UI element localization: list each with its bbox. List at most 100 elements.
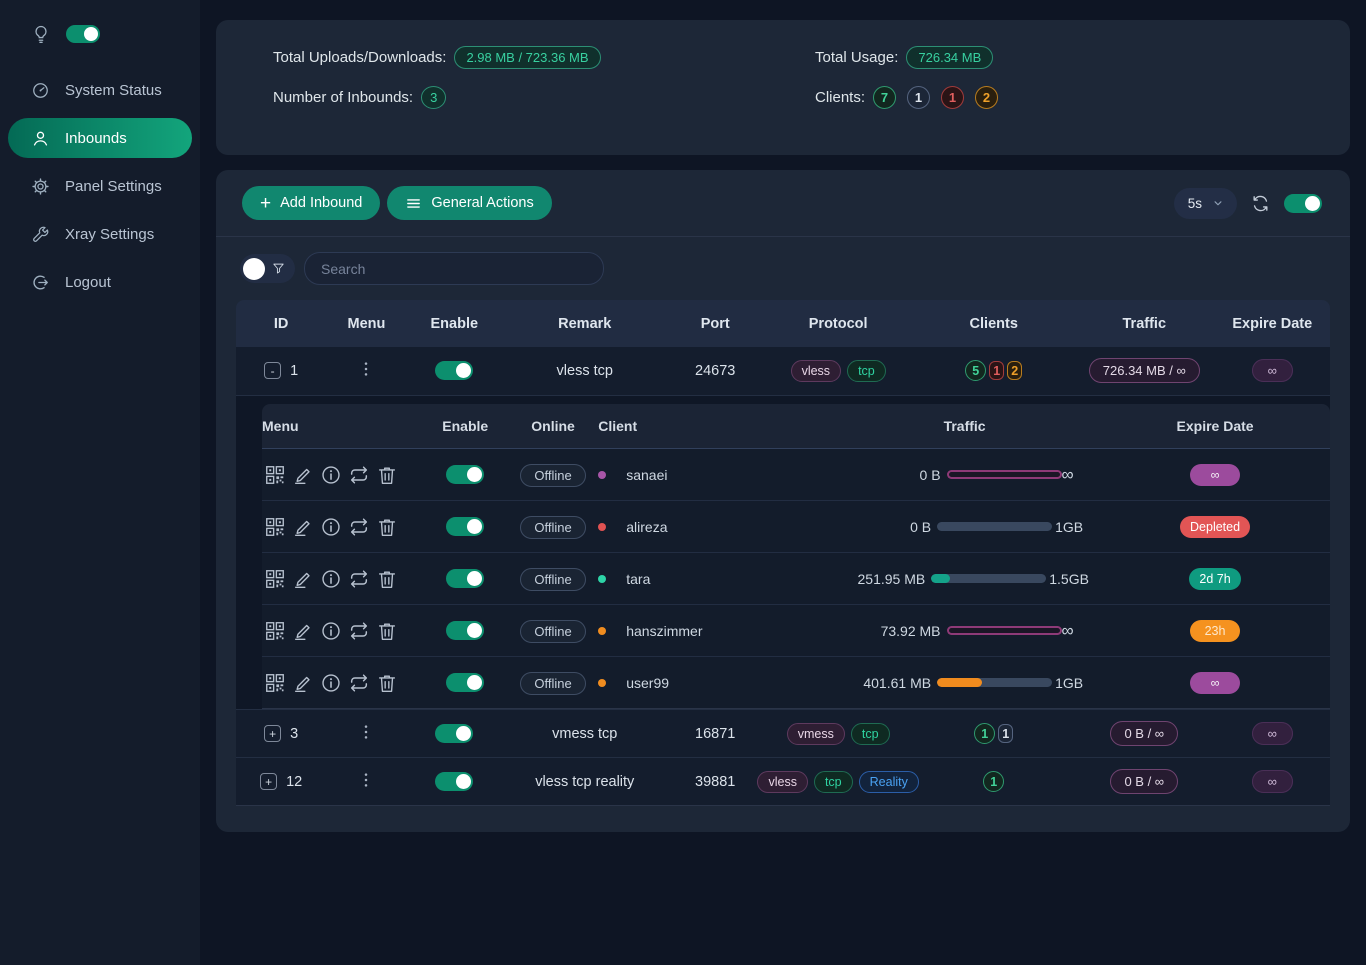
client-expire-badge: 2d 7h	[1189, 567, 1241, 590]
clients-label: Clients:	[815, 88, 866, 106]
column-header-remark: Remark	[501, 300, 668, 347]
search-input[interactable]	[304, 252, 604, 285]
edit-icon[interactable]	[292, 672, 314, 694]
column-header-port: Port	[667, 300, 763, 347]
traffic-limit: 1.5GB	[1049, 570, 1089, 587]
client-column-client: Client	[598, 403, 830, 449]
client-count-badge: 1	[998, 724, 1014, 743]
row-menu-button[interactable]	[356, 770, 376, 790]
client-expire-badge: 23h	[1190, 619, 1241, 642]
row-menu-button[interactable]	[356, 359, 376, 379]
expand-row-button[interactable]: +	[264, 725, 282, 742]
edit-icon[interactable]	[292, 568, 314, 590]
online-status-badge: Offline	[520, 463, 586, 487]
toolbar: + Add Inbound General Actions 5s	[216, 170, 1350, 237]
inbound-expire-badge: ∞	[1251, 358, 1293, 382]
client-name: tara	[626, 570, 651, 587]
delete-icon[interactable]	[376, 620, 398, 642]
reset-traffic-icon[interactable]	[348, 516, 370, 538]
client-color-dot	[598, 626, 607, 635]
clients-table: Menu Enable Online Client Traffic Expire…	[262, 403, 1330, 709]
sidebar-item-system-status[interactable]: System Status	[0, 70, 200, 110]
client-enable-toggle[interactable]	[446, 569, 485, 588]
add-inbound-button[interactable]: + Add Inbound	[242, 186, 381, 220]
reset-traffic-icon[interactable]	[348, 672, 370, 694]
client-name: alireza	[626, 518, 668, 535]
inbound-port: 24673	[667, 347, 763, 395]
inbound-remark: vless tcp reality	[501, 757, 668, 806]
reset-traffic-icon[interactable]	[348, 464, 370, 486]
info-icon[interactable]	[320, 464, 342, 486]
lightbulb-icon	[31, 24, 51, 44]
client-row: Offline user99 401.61 MB 1GB	[262, 656, 1330, 709]
protocol-badge: vmess	[786, 722, 845, 745]
inbound-enable-toggle[interactable]	[435, 772, 474, 791]
info-icon[interactable]	[320, 672, 342, 694]
inbound-expire-badge: ∞	[1251, 769, 1293, 793]
edit-icon[interactable]	[292, 620, 314, 642]
qrcode-icon[interactable]	[264, 620, 286, 642]
reset-traffic-icon[interactable]	[348, 568, 370, 590]
inbound-row-12: + 12 vless tcp reality 39881 vless tcp R…	[236, 757, 1330, 806]
qrcode-icon[interactable]	[264, 568, 286, 590]
client-color-dot	[598, 678, 607, 687]
client-enable-toggle[interactable]	[446, 465, 485, 484]
client-count-badge: 2	[1007, 361, 1023, 381]
search-row	[216, 237, 1350, 300]
delete-icon[interactable]	[376, 516, 398, 538]
qrcode-icon[interactable]	[264, 672, 286, 694]
sidebar-item-xray-settings[interactable]: Xray Settings	[0, 214, 200, 254]
sidebar-item-inbounds[interactable]: Inbounds	[8, 118, 192, 158]
sidebar-item-logout[interactable]: Logout	[0, 262, 200, 302]
info-icon[interactable]	[320, 516, 342, 538]
qrcode-icon[interactable]	[264, 516, 286, 538]
sidebar-item-label: Xray Settings	[65, 225, 155, 243]
inbound-traffic-badge: 726.34 MB / ∞	[1088, 357, 1200, 383]
traffic-used: 401.61 MB	[863, 674, 932, 691]
client-column-online: Online	[507, 403, 599, 449]
info-icon[interactable]	[320, 620, 342, 642]
refresh-interval-select[interactable]: 5s	[1173, 187, 1237, 219]
sidebar-item-panel-settings[interactable]: Panel Settings	[0, 166, 200, 206]
inbound-enable-toggle[interactable]	[435, 361, 474, 381]
client-expire-badge: ∞	[1190, 463, 1241, 486]
inbound-enable-toggle[interactable]	[435, 724, 474, 743]
inbound-remark: vless tcp	[501, 347, 668, 395]
inbounds-table: ID Menu Enable Remark Port Protocol Clie…	[236, 300, 1330, 806]
auto-refresh-toggle[interactable]	[1284, 193, 1322, 213]
theme-toggle[interactable]	[66, 25, 100, 43]
client-expire-badge: ∞	[1190, 671, 1241, 694]
client-column-menu: Menu	[262, 403, 423, 449]
delete-icon[interactable]	[376, 672, 398, 694]
edit-icon[interactable]	[292, 464, 314, 486]
info-icon[interactable]	[320, 568, 342, 590]
client-enable-toggle[interactable]	[446, 621, 485, 640]
reset-traffic-icon[interactable]	[348, 620, 370, 642]
inbound-traffic-badge: 0 B / ∞	[1110, 720, 1179, 746]
qrcode-icon[interactable]	[264, 464, 286, 486]
inbounds-card: + Add Inbound General Actions 5s	[216, 170, 1350, 832]
protocol-badge: vless	[757, 770, 808, 793]
add-inbound-label: Add Inbound	[280, 195, 363, 211]
client-enable-toggle[interactable]	[446, 673, 485, 692]
client-count-badge: 2	[975, 85, 999, 109]
inbound-count-label: Number of Inbounds:	[273, 88, 414, 106]
gear-icon	[31, 177, 50, 196]
online-status-badge: Offline	[520, 515, 586, 539]
delete-icon[interactable]	[376, 464, 398, 486]
row-menu-button[interactable]	[356, 722, 376, 742]
general-actions-button[interactable]: General Actions	[387, 186, 552, 220]
collapse-row-button[interactable]: -	[264, 362, 282, 380]
client-enable-toggle[interactable]	[446, 517, 485, 536]
refresh-interval-value: 5s	[1187, 195, 1202, 211]
client-count-badge: 1	[989, 361, 1005, 381]
traffic-bar	[937, 678, 1053, 687]
refresh-button[interactable]	[1251, 194, 1270, 213]
client-column-expire: Expire Date	[1100, 403, 1330, 449]
delete-icon[interactable]	[376, 568, 398, 590]
edit-icon[interactable]	[292, 516, 314, 538]
filter-toggle[interactable]	[240, 254, 295, 283]
client-column-traffic: Traffic	[829, 403, 1101, 449]
client-name: hanszimmer	[626, 622, 703, 639]
expand-row-button[interactable]: +	[260, 773, 278, 790]
